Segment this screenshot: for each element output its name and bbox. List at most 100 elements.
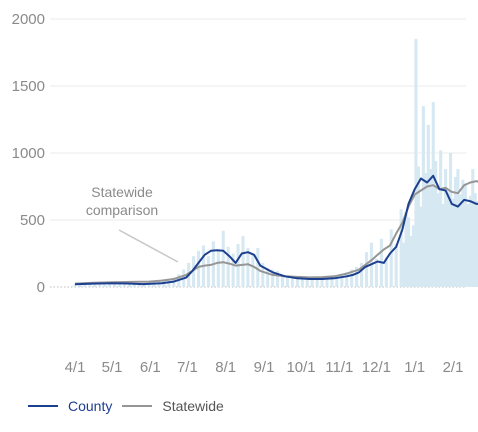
daily-bar [117,283,122,287]
daily-bar [192,256,196,287]
daily-bar [419,206,423,287]
daily-bar [456,169,460,287]
daily-bar [439,150,443,287]
annotation-line-1: Statewide [91,184,153,200]
daily-bar [355,266,359,287]
annotation-leader-line [118,229,179,263]
legend-label-statewide: Statewide [162,398,224,414]
daily-bar [147,282,151,287]
daily-bar [384,257,388,287]
x-tick-label: 9/1 [254,359,275,376]
daily-bar [426,124,430,287]
daily-bar [315,276,319,287]
series-line-county [74,174,478,286]
daily-bar [446,190,450,287]
daily-bar [132,283,136,287]
daily-bar [404,211,408,287]
daily-bar [216,249,220,287]
daily-bar [409,236,413,287]
daily-bar [441,203,445,287]
daily-bar [461,179,465,287]
daily-bar [453,177,458,287]
daily-bar [399,209,403,287]
daily-bar [310,278,314,287]
legend-swatch-county [28,405,58,407]
daily-bar [98,282,102,287]
daily-bar [473,193,477,287]
daily-bar [241,236,245,287]
y-tick-label: 500 [20,212,45,229]
y-tick-label: 2000 [12,11,45,28]
daily-bar [431,102,435,287]
daily-bar [266,268,270,287]
daily-bar [290,277,294,287]
daily-bar [280,274,285,287]
daily-bar [206,256,210,287]
x-tick-label: 6/1 [140,359,161,376]
legend-label-county: County [68,398,113,414]
daily-bar [335,274,339,287]
daily-bar [300,278,304,287]
annotation-line-2: comparison [86,202,158,218]
daily-bar [406,217,411,287]
daily-bar [330,275,334,287]
daily-bar [411,225,416,287]
daily-bar [295,278,299,287]
daily-bar [429,169,433,287]
daily-bar [350,269,354,287]
y-tick-label: 0 [37,279,45,296]
x-tick-label: 11/1 [325,359,353,376]
daily-bar [471,169,475,287]
x-tick-label: 10/1 [286,359,315,376]
legend-swatch-statewide [122,405,153,407]
x-tick-label: 1/1 [404,359,425,376]
x-tick-label: 5/1 [102,359,123,376]
daily-bar [112,283,117,287]
daily-bar [389,229,393,287]
daily-bar [261,262,265,287]
daily-bar [231,253,235,287]
daily-bar [276,270,280,287]
daily-bar [246,248,250,287]
x-tick-label: 12/1 [362,359,391,376]
daily-bar [320,277,324,287]
daily-bar [325,276,329,287]
y-axis: 0 500 1000 1500 2000 [12,11,45,296]
x-tick-label: 8/1 [215,359,236,376]
daily-bar [103,283,107,287]
daily-bar [221,230,225,287]
x-axis: 4/1 5/1 6/1 7/1 8/1 9/1 10/1 11/1 12/1 1/1 2/1 [65,359,464,376]
daily-bar [402,242,406,287]
daily-bar [360,262,364,287]
daily-bar [374,258,378,287]
x-tick-label: 7/1 [177,359,198,376]
daily-bar [444,169,448,287]
daily-bar [108,282,112,287]
daily-bar [340,273,344,287]
daily-bar [394,244,398,287]
legend: County Statewide [28,398,234,414]
daily-bar [271,269,275,287]
daily-bar [251,254,255,287]
daily-bar [256,248,260,287]
series-lines [74,174,478,286]
daily-bar [463,185,467,287]
daily-bar [436,193,440,287]
daily-bar [414,39,418,287]
daily-bar [122,284,126,287]
legend-item-statewide: Statewide [122,398,224,414]
x-tick-label: 2/1 [443,359,464,376]
daily-bar [476,201,478,287]
daily-bar [468,195,472,287]
daily-bar [127,283,131,287]
daily-bar [93,283,97,287]
daily-bar [137,283,141,287]
daily-bar [88,282,92,287]
y-tick-label: 1500 [12,78,45,95]
daily-bar [196,250,201,287]
daily-bar [451,198,455,287]
daily-bar [73,284,77,287]
daily-bar [448,153,453,287]
legend-item-county: County [28,398,112,414]
daily-bar [424,173,428,287]
